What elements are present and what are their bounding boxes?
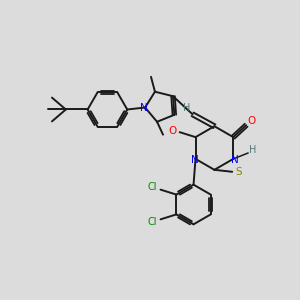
Text: N: N xyxy=(191,155,198,165)
Text: O: O xyxy=(169,126,177,136)
Text: Cl: Cl xyxy=(148,217,158,227)
Text: H: H xyxy=(249,145,257,155)
Text: Cl: Cl xyxy=(148,182,158,192)
Text: O: O xyxy=(247,116,255,126)
Text: N: N xyxy=(140,103,148,112)
Text: N: N xyxy=(231,155,239,165)
Text: S: S xyxy=(236,167,242,177)
Text: H: H xyxy=(183,103,190,113)
